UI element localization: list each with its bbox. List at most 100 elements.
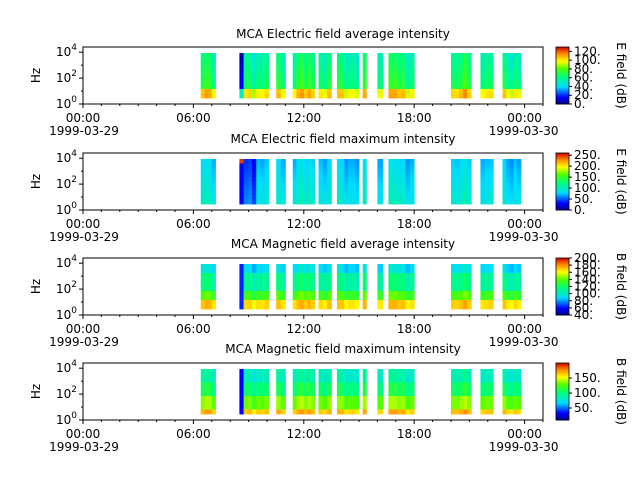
spectrogram-cell (256, 89, 261, 94)
spectrogram-cell (292, 291, 297, 296)
spectrogram-cell (276, 190, 282, 196)
spectrogram-cell (260, 373, 266, 379)
spectrogram-cell (509, 53, 514, 58)
spectrogram-cell (351, 71, 356, 76)
spectrogram-cell (401, 396, 407, 401)
spectrogram-cell (517, 378, 522, 383)
spectrogram-cell (336, 273, 341, 278)
spectrogram-cell (455, 378, 460, 383)
y-axis-label: Hz (29, 68, 43, 83)
colorbar-swatch (556, 364, 569, 367)
spectrogram-cell (260, 159, 266, 164)
spectrogram-cell (409, 80, 415, 85)
spectrogram-cell (506, 84, 511, 90)
spectrogram-cell (336, 382, 341, 388)
spectrogram-cell (405, 273, 411, 278)
spectrogram-cell (489, 163, 494, 169)
spectrogram-cell (208, 400, 213, 406)
spectrogram-cell (463, 159, 468, 164)
spectrogram-cell (256, 186, 261, 191)
spectrogram-cell (517, 382, 522, 388)
spectrogram-cell (300, 190, 305, 196)
spectrogram-cell (247, 369, 253, 374)
spectrogram-cell (513, 391, 518, 397)
spectrogram-cell (506, 57, 511, 63)
colorbar-swatch (556, 296, 569, 299)
spectrogram-cell (303, 57, 308, 63)
spectrogram-cell (480, 295, 486, 301)
spectrogram-cell (502, 190, 507, 196)
spectrogram-cell (344, 264, 349, 269)
spectrogram-cell (459, 396, 464, 401)
spectrogram-cell (256, 190, 261, 196)
spectrogram-cell (506, 295, 511, 301)
spectrogram-cell (455, 163, 460, 169)
spectrogram-cell (480, 409, 486, 415)
plot-frame (82, 46, 544, 105)
spectrogram-cell (409, 282, 415, 287)
spectrogram-cell (480, 400, 486, 406)
spectrogram-cell (459, 405, 464, 410)
spectrogram-cell (300, 186, 305, 191)
spectrogram-cell (296, 75, 301, 81)
spectrogram-cell (397, 405, 402, 410)
spectrogram-cell (264, 93, 270, 99)
spectrogram-cell (484, 273, 490, 278)
spectrogram-cell (296, 277, 301, 283)
spectrogram-cell (362, 172, 367, 178)
spectrogram-cell (467, 277, 472, 283)
spectrogram-cell (260, 300, 266, 305)
spectrogram-cell (455, 172, 460, 178)
spectrogram-cell (307, 80, 312, 85)
spectrogram-cell (204, 291, 209, 296)
spectrogram-cell (243, 304, 249, 310)
spectrogram-cell (252, 387, 257, 392)
colorbar-swatch (556, 192, 569, 195)
spectrogram-cell (327, 291, 332, 296)
spectrogram-cell (401, 369, 407, 374)
spectrogram-cell (303, 84, 308, 90)
spectrogram-cell (200, 300, 205, 305)
spectrogram-cell (322, 66, 328, 72)
spectrogram-cell (409, 195, 415, 200)
spectrogram-cell (318, 181, 324, 187)
spectrogram-cell (336, 295, 341, 301)
colorbar-swatch (556, 412, 569, 415)
spectrogram-cell (459, 84, 464, 90)
spectrogram-cell (340, 273, 345, 278)
spectrogram-cell (252, 300, 257, 305)
spectrogram-cell (327, 84, 332, 90)
spectrogram-cell (351, 57, 356, 63)
colorbar-tick-label: 20. (574, 88, 593, 102)
spectrogram-cell (401, 80, 407, 85)
spectrogram-cell (377, 80, 384, 85)
spectrogram-cell (336, 195, 341, 200)
spectrogram-cell (388, 71, 394, 76)
spectrogram-cell (300, 382, 305, 388)
spectrogram-cell (311, 71, 316, 76)
spectrogram-cell (484, 80, 490, 85)
spectrogram-cell (211, 53, 216, 58)
spectrogram-cell (336, 75, 341, 81)
spectrogram-cell (517, 391, 522, 397)
spectrogram-cell (307, 369, 312, 374)
spectrogram-cell (455, 295, 460, 301)
spectrogram-cell (256, 199, 261, 205)
spectrogram-cell (489, 286, 494, 292)
colorbar-tick-label: 40. (574, 79, 593, 93)
spectrogram-cell (517, 66, 522, 72)
x-tick-label: 06:00 (176, 111, 211, 125)
spectrogram-cell (307, 172, 312, 178)
spectrogram-cell (517, 387, 522, 392)
spectrogram-cell (377, 273, 384, 278)
spectrogram-cell (513, 190, 518, 196)
spectrogram-cell (351, 195, 356, 200)
spectrogram-cell (327, 400, 332, 406)
spectrogram-cell (292, 190, 297, 196)
spectrogram-cell (484, 400, 490, 406)
spectrogram-cell (459, 80, 464, 85)
spectrogram-cell (276, 57, 282, 63)
spectrogram-cell (200, 177, 205, 182)
spectrogram-cell (292, 273, 297, 278)
spectrogram-cell (397, 62, 402, 67)
